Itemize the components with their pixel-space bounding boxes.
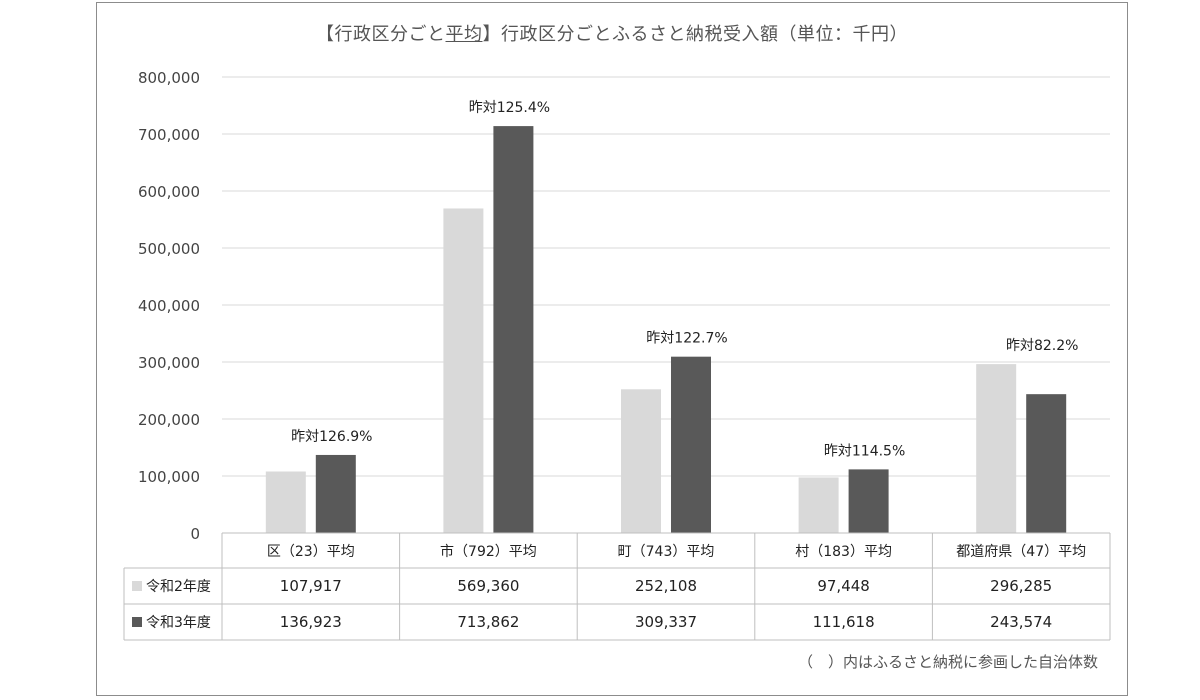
title-suffix: 】行政区分ごとふるさと納税受入額（単位：千円） <box>482 24 908 45</box>
bar-series1 <box>443 208 484 534</box>
title-underlined: 平均 <box>445 24 483 45</box>
bar-series1 <box>798 477 839 533</box>
category-label: 区（23）平均 <box>267 544 355 560</box>
table-cell: 111,618 <box>813 613 875 631</box>
bar-series1 <box>976 364 1017 533</box>
table-cell: 97,448 <box>817 577 870 595</box>
chart-title: 【行政区分ごと平均】行政区分ごとふるさと納税受入額（単位：千円） <box>96 20 1128 46</box>
y-tick-label: 0 <box>190 525 200 543</box>
bar-series1 <box>265 471 306 533</box>
y-tick-label: 800,000 <box>138 69 200 87</box>
y-tick-label: 300,000 <box>138 354 200 372</box>
chart-frame <box>96 2 1128 696</box>
yoy-annotation: 昨対82.2% <box>1006 338 1078 354</box>
legend-label: 令和2年度 <box>146 579 211 595</box>
y-tick-label: 700,000 <box>138 126 200 144</box>
table-cell: 309,337 <box>635 613 697 631</box>
category-label: 市（792）平均 <box>440 543 537 560</box>
table-cell: 136,923 <box>280 613 342 631</box>
table-cell: 107,917 <box>280 577 342 595</box>
yoy-annotation: 昨対122.7% <box>646 331 727 347</box>
legend-swatch <box>132 617 142 627</box>
y-tick-label: 100,000 <box>138 468 200 486</box>
table-cell: 569,360 <box>457 577 519 595</box>
bar-series2 <box>315 454 356 533</box>
bar-series2 <box>671 356 711 533</box>
table-cell: 296,285 <box>990 577 1052 595</box>
title-prefix: 【行政区分ごと <box>316 24 446 45</box>
table-cell: 243,574 <box>990 613 1052 631</box>
y-tick-label: 500,000 <box>138 240 200 258</box>
legend-swatch <box>132 581 142 591</box>
bar-series2 <box>493 126 534 533</box>
y-tick-label: 400,000 <box>138 297 200 315</box>
y-tick-label: 600,000 <box>138 183 200 201</box>
category-label: 都道府県（47）平均 <box>956 544 1086 560</box>
yoy-annotation: 昨対125.4% <box>469 100 550 116</box>
bar-series2 <box>848 469 889 533</box>
bar-series1 <box>621 389 661 533</box>
legend-label: 令和3年度 <box>146 615 211 631</box>
category-label: 村（183）平均 <box>795 544 892 560</box>
table-cell: 252,108 <box>635 577 697 595</box>
bar-series2 <box>1026 394 1067 533</box>
category-label: 町（743）平均 <box>618 544 715 560</box>
yoy-annotation: 昨対126.9% <box>291 429 372 445</box>
table-cell: 713,862 <box>457 613 519 631</box>
y-tick-label: 200,000 <box>138 411 200 429</box>
footnote: （ ）内はふるさと納税に参画した自治体数 <box>797 653 1098 671</box>
yoy-annotation: 昨対114.5% <box>824 443 905 459</box>
